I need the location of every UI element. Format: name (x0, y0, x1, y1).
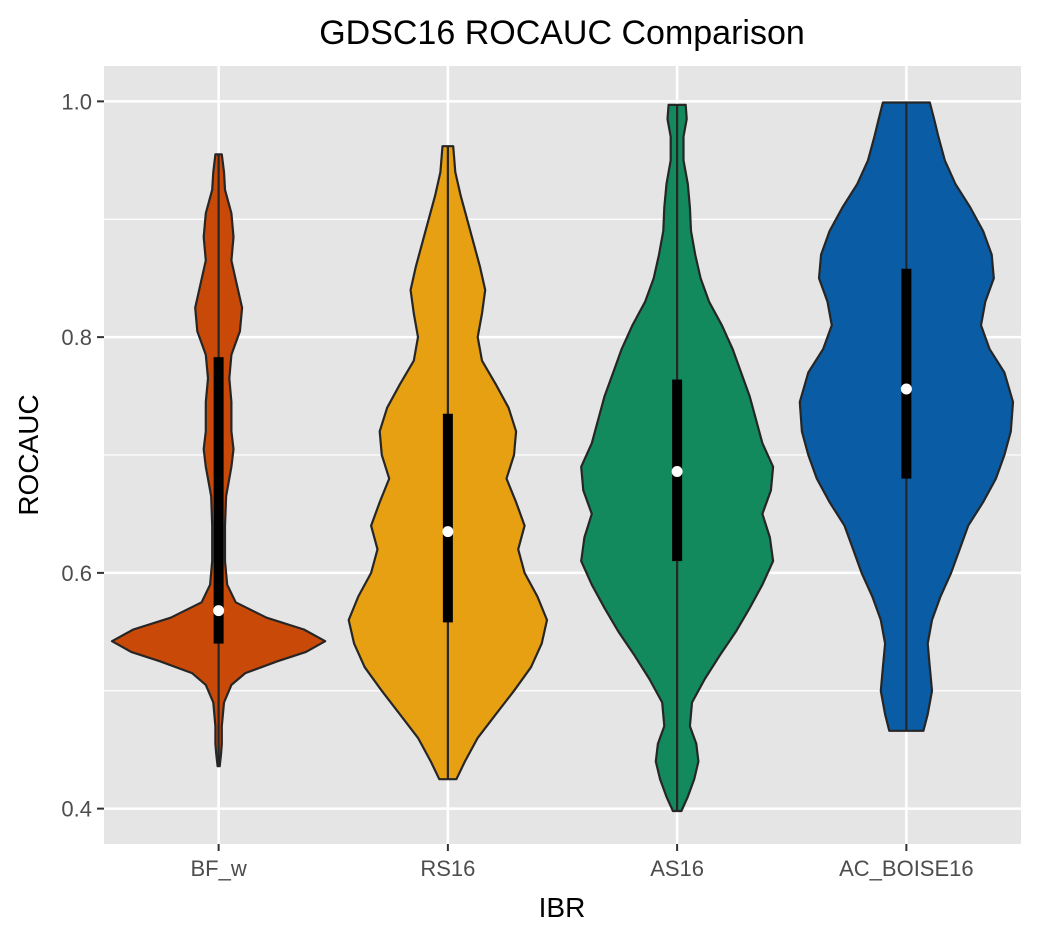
chart-title: GDSC16 ROCAUC Comparison (319, 14, 805, 52)
median-point-AS16 (671, 466, 683, 478)
axes: 0.4 0.6 0.8 1.0 BF_w RS16 AS16 AC_BOISE16 (61, 89, 973, 881)
x-axis-title: IBR (539, 892, 586, 923)
iqr-box-AC_BOISE16 (901, 268, 912, 479)
y-axis-title: ROCAUC (13, 394, 44, 515)
violins (110, 101, 1015, 813)
median-point-BF_w (213, 605, 225, 617)
x-tick-label: AS16 (650, 856, 704, 881)
y-tick-label: 0.4 (61, 797, 92, 822)
x-tick-label: RS16 (420, 856, 475, 881)
iqr-box-BF_w (213, 357, 224, 644)
x-tick-label: BF_w (191, 856, 247, 881)
median-point-RS16 (442, 526, 454, 538)
y-tick-label: 1.0 (61, 89, 92, 114)
median-point-AC_BOISE16 (900, 383, 912, 395)
y-tick-label: 0.6 (61, 561, 92, 586)
y-tick-label: 0.8 (61, 325, 92, 350)
x-tick-label: AC_BOISE16 (839, 856, 974, 881)
iqr-box-RS16 (442, 413, 453, 623)
